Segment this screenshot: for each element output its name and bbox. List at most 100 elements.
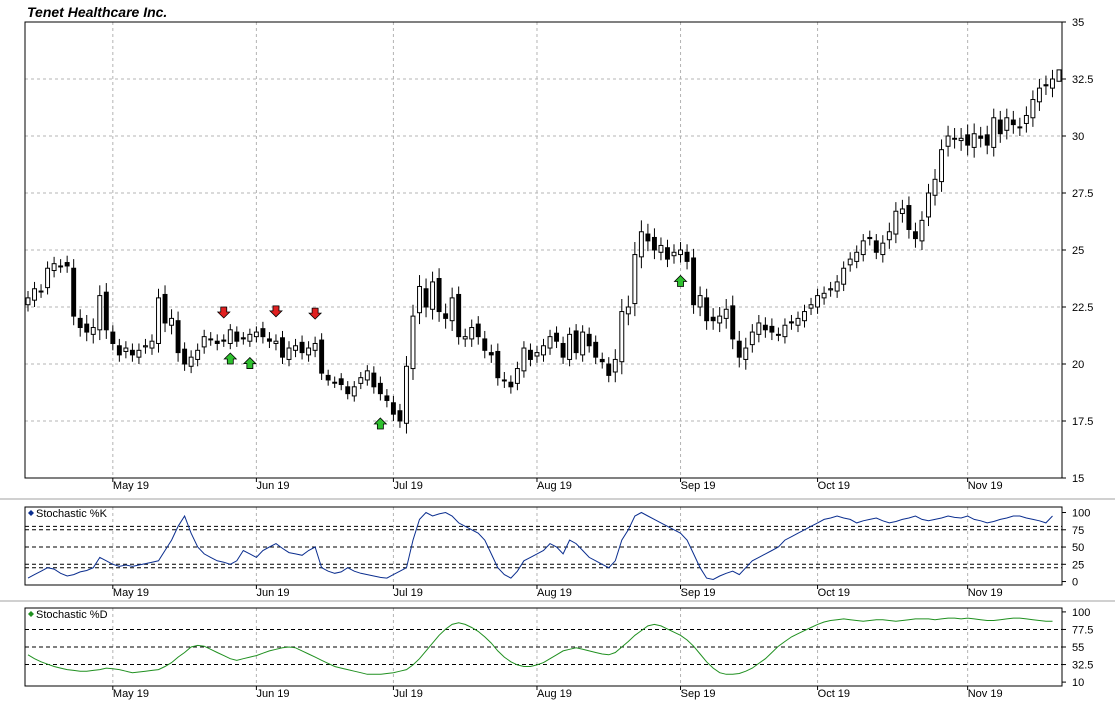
candle-up — [886, 231, 892, 241]
candle-up — [404, 365, 409, 424]
candle-down — [606, 363, 612, 376]
candle-up — [417, 285, 422, 314]
price-ytick-label: 20 — [1072, 359, 1084, 371]
candle-down — [280, 337, 285, 358]
candle-up — [632, 254, 638, 305]
candle-up — [541, 345, 546, 356]
candle-down — [508, 381, 514, 388]
candle-up — [501, 379, 507, 382]
stoch-k-ytick-label: 75 — [1072, 525, 1084, 537]
stoch-d-xtick-label: May 19 — [113, 688, 149, 700]
price-ytick-label: 25 — [1072, 245, 1084, 257]
candle-up — [802, 311, 807, 322]
candle-up — [658, 244, 664, 253]
stoch-k-series-line — [27, 511, 1053, 581]
candle-up — [149, 340, 155, 349]
stochastic-k-panel: 0 25 50 75 100 May 19 Jun 19 Jul 19 Aug 19 Sep 19… — [24, 506, 1090, 599]
candle-up — [449, 297, 455, 322]
candle-down — [730, 305, 736, 340]
candle-up — [136, 349, 142, 358]
candle-up — [743, 347, 749, 360]
stoch-k-ytick-label: 25 — [1072, 559, 1084, 571]
price-ytick-label: 30 — [1072, 131, 1084, 143]
candle-down — [299, 341, 305, 354]
candle-down — [912, 231, 918, 240]
candle-up — [1023, 114, 1029, 124]
price-ytick-label: 35 — [1072, 17, 1084, 29]
stoch-d-ytick-label: 32.5 — [1072, 660, 1093, 672]
candle-up — [880, 242, 886, 256]
price-xtick-label: Nov 19 — [968, 480, 1003, 492]
candle-down — [397, 410, 403, 422]
price-ytick-label: 32.5 — [1072, 74, 1093, 86]
candle-up — [462, 336, 468, 340]
candle-up — [638, 231, 644, 258]
candle-down — [984, 134, 990, 146]
candle-down — [423, 288, 429, 308]
sell-signal-arrow — [308, 307, 323, 320]
stoch-k-legend-label: Stochastic %K — [36, 508, 108, 520]
candle-down — [978, 135, 984, 139]
candle-down — [325, 374, 331, 381]
candle-down — [867, 236, 873, 240]
candle-down — [436, 278, 442, 313]
candle-up — [364, 370, 370, 381]
candle-up — [188, 356, 194, 367]
candle-up — [580, 331, 586, 356]
price-xtick-label: Jul 19 — [394, 480, 423, 492]
candle-down — [710, 316, 716, 322]
stoch-d-xtick-label: Jul 19 — [394, 688, 423, 700]
candle-down — [390, 402, 396, 415]
stoch-k-xtick-label: May 19 — [113, 587, 149, 599]
candle-down — [175, 320, 181, 354]
candle-down — [704, 297, 710, 322]
candle-up — [25, 297, 31, 306]
candle-up — [38, 290, 44, 293]
price-ytick-label: 15 — [1072, 473, 1084, 485]
candle-up — [775, 333, 781, 336]
price-ytick-label: 27.5 — [1072, 188, 1093, 200]
stoch-d-ytick-label: 55 — [1072, 642, 1084, 654]
candle-down — [482, 338, 488, 351]
buy-signal-arrow — [223, 352, 238, 365]
candle-down — [1010, 119, 1016, 126]
candle-up — [156, 297, 161, 344]
candle-down — [384, 395, 390, 401]
candle-up — [32, 288, 37, 301]
candle-up — [945, 135, 951, 147]
candle-up — [971, 133, 977, 148]
price-xtick-label: Jun 19 — [256, 480, 289, 492]
stochastic-d-panel: 10 32.5 55 77.5 100 May 19 Jun 19 Jul 19 Aug 19 S… — [24, 607, 1093, 700]
chart-title: Tenet Healthcare Inc. — [27, 4, 167, 20]
candle-down — [182, 348, 188, 365]
candle-up — [678, 249, 683, 256]
candle-down — [319, 339, 325, 374]
candle-down — [488, 352, 494, 356]
candle-up — [1036, 87, 1042, 103]
price-xtick-label: Sep 19 — [681, 480, 716, 492]
stoch-d-legend-label: Stochastic %D — [36, 609, 108, 621]
price-xtick-label: Oct 19 — [818, 480, 850, 492]
candle-down — [266, 338, 272, 342]
candle-down — [1043, 84, 1049, 87]
candle-up — [567, 333, 573, 360]
candle-up — [749, 331, 755, 346]
candle-down — [110, 331, 116, 344]
stoch-k-xtick-label: Nov 19 — [968, 587, 1003, 599]
candle-up — [273, 340, 279, 344]
candle-up — [1030, 99, 1036, 119]
candle-down — [64, 262, 70, 267]
candle-down — [527, 349, 533, 360]
candle-up — [841, 267, 847, 285]
stoch-d-xtick-label: Aug 19 — [537, 688, 572, 700]
candle-down — [684, 251, 690, 262]
candle-down — [129, 349, 135, 356]
candle-down — [769, 325, 775, 333]
stoch-k-xtick-label: Jun 19 — [256, 587, 289, 599]
candle-up — [123, 347, 129, 352]
candle-down — [103, 291, 109, 331]
candle-down — [651, 236, 657, 251]
candle-down — [84, 323, 90, 333]
sell-signal-arrow — [268, 305, 283, 318]
candle-down — [586, 333, 592, 347]
